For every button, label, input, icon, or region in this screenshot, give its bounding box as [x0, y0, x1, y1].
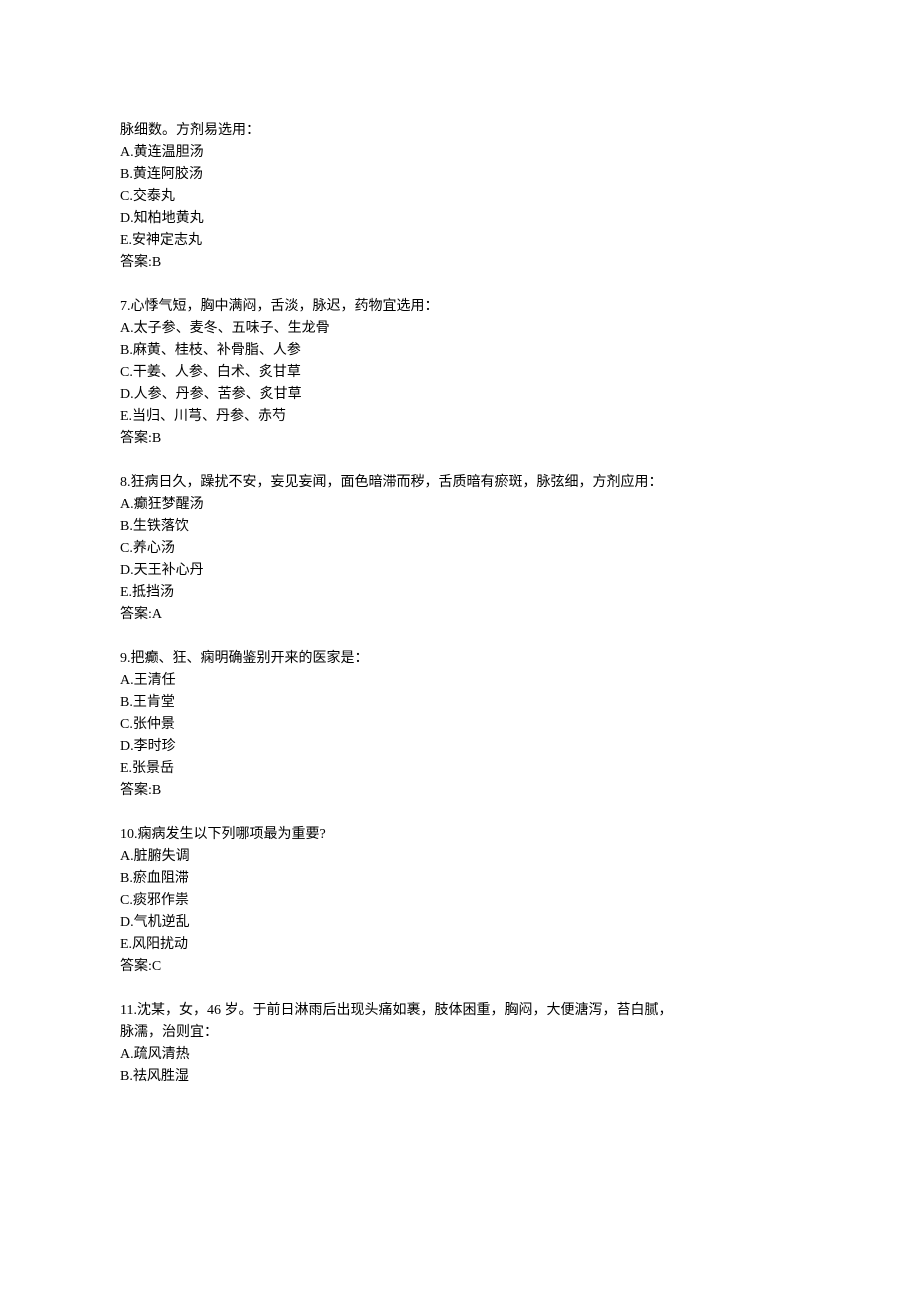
question-option: C.干姜、人参、白术、炙甘草	[120, 362, 800, 384]
question-block: 10.痫病发生以下列哪项最为重要?A.脏腑失调B.瘀血阻滞C.痰邪作祟D.气机逆…	[120, 824, 800, 978]
question-option: B.麻黄、桂枝、补骨脂、人参	[120, 340, 800, 362]
question-answer: 答案:B	[120, 428, 800, 450]
question-answer: 答案:B	[120, 252, 800, 274]
question-option: A.太子参、麦冬、五味子、生龙骨	[120, 318, 800, 340]
question-stem: 8.狂病日久，躁扰不安，妄见妄闻，面色暗滞而秽，舌质暗有瘀斑，脉弦细，方剂应用：	[120, 472, 800, 494]
question-option: B.瘀血阻滞	[120, 868, 800, 890]
question-option: A.疏风清热	[120, 1044, 800, 1066]
document-content: 脉细数。方剂易选用：A.黄连温胆汤B.黄连阿胶汤C.交泰丸D.知柏地黄丸E.安神…	[120, 120, 800, 1088]
question-block: 11.沈某，女，46 岁。于前日淋雨后出现头痛如裹，肢体困重，胸闷，大便溏泻，苔…	[120, 1000, 800, 1088]
question-option: D.气机逆乱	[120, 912, 800, 934]
question-answer: 答案:C	[120, 956, 800, 978]
question-option: A.王清任	[120, 670, 800, 692]
question-option: C.养心汤	[120, 538, 800, 560]
question-option: C.张仲景	[120, 714, 800, 736]
question-block: 9.把癫、狂、痫明确鉴别开来的医家是：A.王清任B.王肯堂C.张仲景D.李时珍E…	[120, 648, 800, 802]
question-answer: 答案:A	[120, 604, 800, 626]
question-option: E.风阳扰动	[120, 934, 800, 956]
question-option: D.天王补心丹	[120, 560, 800, 582]
question-option: B.王肯堂	[120, 692, 800, 714]
question-block: 脉细数。方剂易选用：A.黄连温胆汤B.黄连阿胶汤C.交泰丸D.知柏地黄丸E.安神…	[120, 120, 800, 274]
question-option: E.张景岳	[120, 758, 800, 780]
question-option: B.生铁落饮	[120, 516, 800, 538]
question-option: E.抵挡汤	[120, 582, 800, 604]
question-option: A.黄连温胆汤	[120, 142, 800, 164]
question-option: A.癫狂梦醒汤	[120, 494, 800, 516]
question-option: C.痰邪作祟	[120, 890, 800, 912]
question-stem: 脉濡，治则宜：	[120, 1022, 800, 1044]
question-block: 8.狂病日久，躁扰不安，妄见妄闻，面色暗滞而秽，舌质暗有瘀斑，脉弦细，方剂应用：…	[120, 472, 800, 626]
question-stem: 7.心悸气短，胸中满闷，舌淡，脉迟，药物宜选用：	[120, 296, 800, 318]
question-stem: 11.沈某，女，46 岁。于前日淋雨后出现头痛如裹，肢体困重，胸闷，大便溏泻，苔…	[120, 1000, 800, 1022]
question-option: E.安神定志丸	[120, 230, 800, 252]
question-block: 7.心悸气短，胸中满闷，舌淡，脉迟，药物宜选用：A.太子参、麦冬、五味子、生龙骨…	[120, 296, 800, 450]
question-stem: 脉细数。方剂易选用：	[120, 120, 800, 142]
question-option: E.当归、川芎、丹参、赤芍	[120, 406, 800, 428]
question-option: B.祛风胜湿	[120, 1066, 800, 1088]
question-option: D.人参、丹参、苦参、炙甘草	[120, 384, 800, 406]
question-option: D.李时珍	[120, 736, 800, 758]
question-answer: 答案:B	[120, 780, 800, 802]
question-stem: 9.把癫、狂、痫明确鉴别开来的医家是：	[120, 648, 800, 670]
question-option: A.脏腑失调	[120, 846, 800, 868]
question-option: D.知柏地黄丸	[120, 208, 800, 230]
question-stem: 10.痫病发生以下列哪项最为重要?	[120, 824, 800, 846]
question-option: B.黄连阿胶汤	[120, 164, 800, 186]
question-option: C.交泰丸	[120, 186, 800, 208]
